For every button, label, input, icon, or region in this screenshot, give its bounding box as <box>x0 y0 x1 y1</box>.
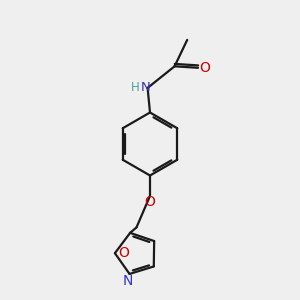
Text: H: H <box>130 81 139 94</box>
Text: O: O <box>199 61 210 75</box>
Text: N: N <box>141 81 151 94</box>
Text: O: O <box>145 195 155 209</box>
Text: O: O <box>118 246 129 260</box>
Text: N: N <box>123 274 133 287</box>
